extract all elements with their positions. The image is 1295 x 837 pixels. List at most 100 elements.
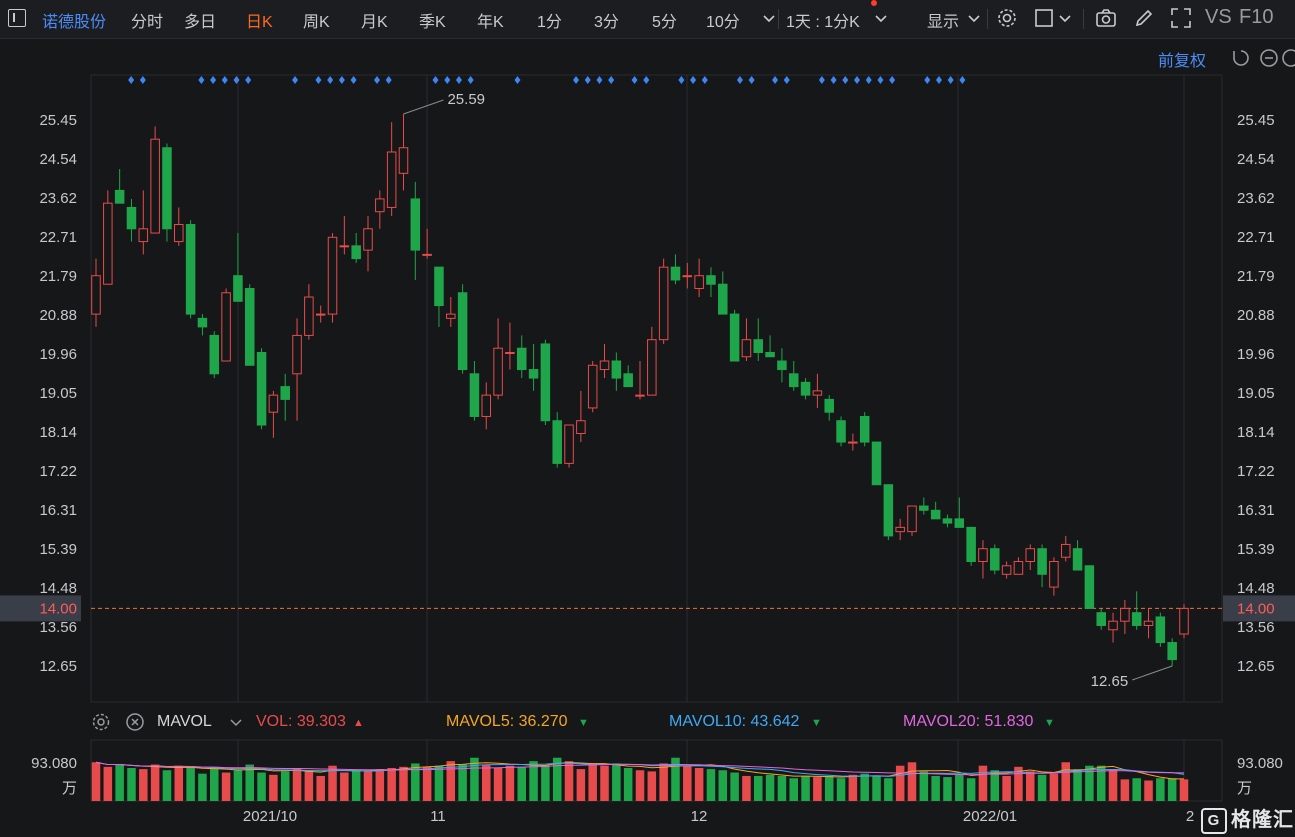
divider: [987, 9, 988, 29]
down-arrow-icon: ▼: [1044, 717, 1055, 729]
tab-duori[interactable]: 多日: [184, 14, 217, 31]
event-marker-icon: [373, 76, 380, 84]
date-label: 2: [1186, 808, 1194, 825]
volume-bar: [529, 761, 538, 801]
gear-icon[interactable]: [91, 712, 111, 732]
volume-bar: [694, 767, 704, 801]
volume-bar: [139, 769, 148, 801]
tab-monthly-k[interactable]: 月K: [361, 14, 388, 31]
camera-icon[interactable]: [1095, 7, 1117, 29]
volume-bar: [884, 778, 893, 801]
chevron-down-icon[interactable]: [227, 713, 245, 731]
tab-5min[interactable]: 5分: [652, 14, 677, 31]
volume-bar: [174, 765, 184, 801]
event-marker-icon: [783, 76, 790, 84]
event-marker-icon: [514, 76, 521, 84]
volume-bar: [1026, 771, 1035, 801]
event-marker-icon: [245, 76, 252, 84]
candle-body: [564, 424, 574, 464]
square-icon[interactable]: [1034, 7, 1056, 29]
tab-quarterly-k[interactable]: 季K: [419, 14, 446, 31]
event-marker-icon: [596, 76, 603, 84]
candle-body: [138, 228, 149, 243]
event-marker-icon: [701, 76, 708, 84]
volume-bar: [505, 765, 515, 801]
candle-body: [505, 351, 515, 354]
candle-body: [966, 526, 976, 562]
price-label-left: 17.22: [39, 463, 77, 480]
candle-body: [304, 296, 314, 336]
gear-icon[interactable]: [996, 7, 1018, 29]
volume-bar: [754, 775, 763, 801]
volume-bar: [1037, 774, 1047, 801]
volume-bar: [1096, 765, 1106, 801]
candle-body: [339, 245, 350, 248]
volume-bar: [162, 770, 172, 801]
candle-body: [836, 420, 846, 443]
candle-body: [895, 526, 905, 533]
event-marker-icon: [315, 76, 322, 84]
event-marker-icon: [432, 76, 439, 84]
event-marker-icon: [455, 76, 462, 84]
candle-body: [658, 266, 669, 341]
volume-bar: [1085, 765, 1094, 801]
chevron-down-icon[interactable]: [758, 7, 780, 29]
volume-bar: [1049, 773, 1059, 801]
tab-daily-k[interactable]: 日K: [246, 14, 273, 31]
candle-body: [599, 360, 610, 371]
indicator-name[interactable]: MAVOL: [157, 713, 212, 730]
fullscreen-icon[interactable]: [1170, 7, 1192, 29]
volume-bar: [978, 765, 988, 801]
display-menu[interactable]: 显示: [927, 14, 960, 31]
chevron-down-icon[interactable]: [1054, 7, 1076, 29]
tab-10min[interactable]: 10分: [706, 14, 740, 31]
close-icon[interactable]: [125, 712, 145, 732]
volume-bar: [683, 765, 692, 801]
price-label-left: 20.88: [39, 307, 77, 324]
event-marker-icon: [139, 76, 146, 84]
chevron-down-icon[interactable]: [963, 7, 985, 29]
date-label: 2022/01: [963, 808, 1017, 825]
candle-body: [954, 518, 965, 528]
price-label-right: 25.45: [1237, 112, 1275, 129]
tab-1min[interactable]: 1分: [537, 14, 562, 31]
volume-bar: [742, 775, 751, 801]
mavol5-value: MAVOL5: 36.270: [446, 713, 568, 730]
f10-button[interactable]: F10: [1239, 6, 1274, 28]
tab-yearly-k[interactable]: 年K: [477, 14, 504, 31]
candle-body: [670, 266, 681, 281]
candle-body: [623, 373, 633, 388]
event-marker-icon: [736, 76, 743, 84]
candle-body: [410, 198, 421, 251]
chart-controls[interactable]: [1229, 47, 1295, 69]
adjust-mode[interactable]: 前复权: [1158, 53, 1207, 70]
candle-body: [256, 351, 267, 426]
tab-fenshi[interactable]: 分时: [131, 14, 164, 31]
interval-select[interactable]: 1天 : 1分K: [786, 14, 860, 31]
volume-bar: [860, 773, 869, 801]
candle-body: [883, 484, 894, 537]
pencil-icon[interactable]: [1133, 7, 1155, 29]
vol-unit-left: 万: [62, 780, 77, 797]
event-marker-icon: [854, 76, 861, 84]
candle-body: [1072, 548, 1083, 571]
volume-bar: [304, 770, 314, 801]
vs-button[interactable]: VS: [1205, 6, 1232, 28]
candle-body: [706, 275, 716, 285]
candle-body: [1049, 560, 1059, 588]
candle-body: [386, 151, 397, 208]
chevron-down-icon[interactable]: [870, 7, 892, 29]
stock-name[interactable]: 诺德股份: [42, 14, 107, 31]
menu-icon[interactable]: [8, 9, 26, 27]
tab-weekly-k[interactable]: 周K: [303, 14, 330, 31]
candle-body: [777, 360, 787, 371]
volume-bar: [576, 769, 586, 801]
tab-3min[interactable]: 3分: [594, 14, 619, 31]
high-label: 25.59: [447, 91, 485, 108]
candle-body: [871, 441, 882, 486]
candle-body: [741, 339, 752, 358]
volume-bar: [1144, 780, 1153, 801]
mavol10-value: MAVOL10: 43.642: [669, 713, 800, 730]
event-marker-icon: [327, 76, 334, 84]
